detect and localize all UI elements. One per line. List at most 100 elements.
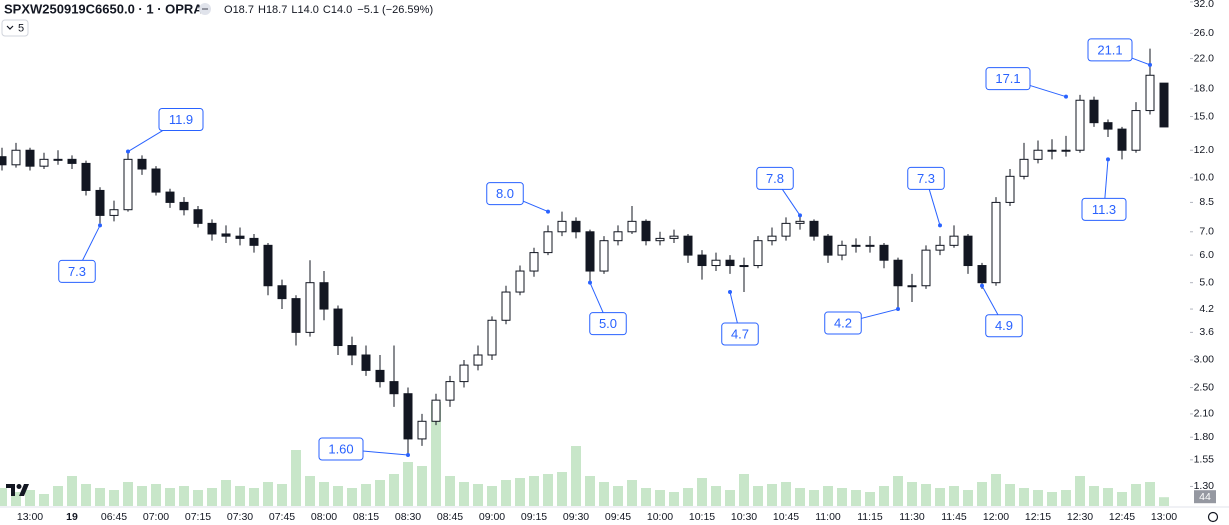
x-tick-label: 07:45 xyxy=(269,511,295,523)
volume-bar xyxy=(0,488,7,506)
volume-bar xyxy=(221,480,231,506)
volume-bar xyxy=(95,488,105,506)
volume-bar xyxy=(809,490,819,506)
h-label: H xyxy=(258,4,266,16)
callout-box xyxy=(907,166,945,190)
candle-body xyxy=(137,158,147,170)
y-tick-label: 6.0 xyxy=(1199,249,1214,261)
volume-bar xyxy=(795,488,805,506)
header-bg xyxy=(0,0,440,20)
candle-body xyxy=(865,244,875,247)
o-value: 18.7 xyxy=(233,4,254,16)
c-label: C xyxy=(323,4,331,16)
volume-bar xyxy=(613,486,623,506)
interval: 5 xyxy=(18,22,24,34)
candle-body xyxy=(655,237,665,242)
volume-bar xyxy=(641,488,651,506)
price-pane xyxy=(0,48,1169,456)
volume-bar xyxy=(753,486,763,506)
callout-label: 7.3 xyxy=(917,171,935,186)
candle-body xyxy=(81,162,91,191)
candle-body xyxy=(473,354,483,366)
volume-bar xyxy=(291,450,301,506)
candle-body xyxy=(501,291,511,321)
candle-body xyxy=(445,381,455,401)
volume-bar xyxy=(781,482,791,506)
candle-body xyxy=(25,149,35,167)
y-tick-label: 1.80 xyxy=(1194,431,1215,443)
callout-point xyxy=(798,213,802,218)
c-value: 14.0 xyxy=(331,4,352,16)
y-tick-label: 7.0 xyxy=(1199,226,1214,238)
callout-label: 4.2 xyxy=(834,315,852,330)
candle-body xyxy=(879,244,889,261)
callout-point xyxy=(896,307,900,312)
volume-bar xyxy=(319,482,329,506)
candle-body xyxy=(669,235,679,239)
x-tick-label: 09:30 xyxy=(563,511,589,523)
volume-bar xyxy=(137,486,147,506)
callout-box xyxy=(318,437,364,461)
callout-label: 11.3 xyxy=(1092,202,1116,217)
candle-body xyxy=(291,298,301,333)
volume-bar xyxy=(81,484,91,506)
candle-body xyxy=(935,244,945,251)
callout-point xyxy=(980,283,984,288)
candle-body xyxy=(1047,149,1057,152)
volume-bar xyxy=(305,476,315,506)
volume-bar xyxy=(627,480,637,506)
x-tick-label: 19 xyxy=(66,511,78,523)
candle-body xyxy=(823,235,833,256)
x-tick-label: 10:45 xyxy=(773,511,799,523)
callout-box xyxy=(158,108,204,132)
volume-bar xyxy=(151,484,161,506)
candle-body xyxy=(319,282,329,310)
candle-body xyxy=(711,259,721,267)
y-tick-label: 4.2 xyxy=(1199,303,1214,315)
volume-bar xyxy=(1019,488,1029,506)
x-tick-label: 06:45 xyxy=(101,511,127,523)
candle-body xyxy=(851,244,861,247)
callout-point xyxy=(126,149,130,154)
y-tick-label: 2.10 xyxy=(1194,408,1215,420)
callout-label: 7.3 xyxy=(68,264,86,279)
callout-label: 4.7 xyxy=(731,326,749,341)
y-tick-label: 8.5 xyxy=(1199,196,1214,208)
candle-body xyxy=(515,270,525,293)
x-tick-label: 12:00 xyxy=(983,511,1009,523)
volume-bar xyxy=(907,482,917,506)
volume-bar xyxy=(865,492,875,506)
x-tick-label: 09:15 xyxy=(521,511,547,523)
x-tick-label: 07:30 xyxy=(227,511,253,523)
y-tick-label: 15.0 xyxy=(1194,110,1215,122)
callout-label: 17.1 xyxy=(995,71,1020,86)
candle-body xyxy=(599,240,609,272)
candle-body xyxy=(627,220,637,233)
candle-body xyxy=(305,282,315,333)
candle-body xyxy=(235,235,245,239)
y-tick-label: 10.0 xyxy=(1194,172,1215,184)
volume-bar xyxy=(725,490,735,506)
volume-bar xyxy=(445,476,455,506)
candle-body xyxy=(1089,99,1099,124)
volume-bar xyxy=(1131,484,1141,506)
volume-bar xyxy=(109,490,119,506)
volume-bar xyxy=(1005,484,1015,506)
interval-button[interactable] xyxy=(1,19,29,37)
annotations: 7.3 11.9 1.60 8.0 5.0 4.7 7.8 4.2 7.3 4.9 17.1 11.3… xyxy=(58,38,1152,461)
callout-label: 1.60 xyxy=(328,441,353,456)
volume-tag xyxy=(1194,490,1216,504)
callout-box xyxy=(589,312,627,336)
settings-icon[interactable] xyxy=(1207,511,1219,523)
header: SPXW250919C6650.0 · 1 · OPRA O18.7 H18.7 L… xyxy=(0,0,440,37)
callout-point xyxy=(98,223,102,228)
volume-bar xyxy=(389,474,399,506)
candle-body xyxy=(683,235,693,256)
candle-body xyxy=(67,158,77,164)
x-tick-label: 08:00 xyxy=(311,511,337,523)
callout-point xyxy=(938,223,942,228)
candle-body xyxy=(1131,110,1141,151)
candle-body xyxy=(1061,149,1071,152)
